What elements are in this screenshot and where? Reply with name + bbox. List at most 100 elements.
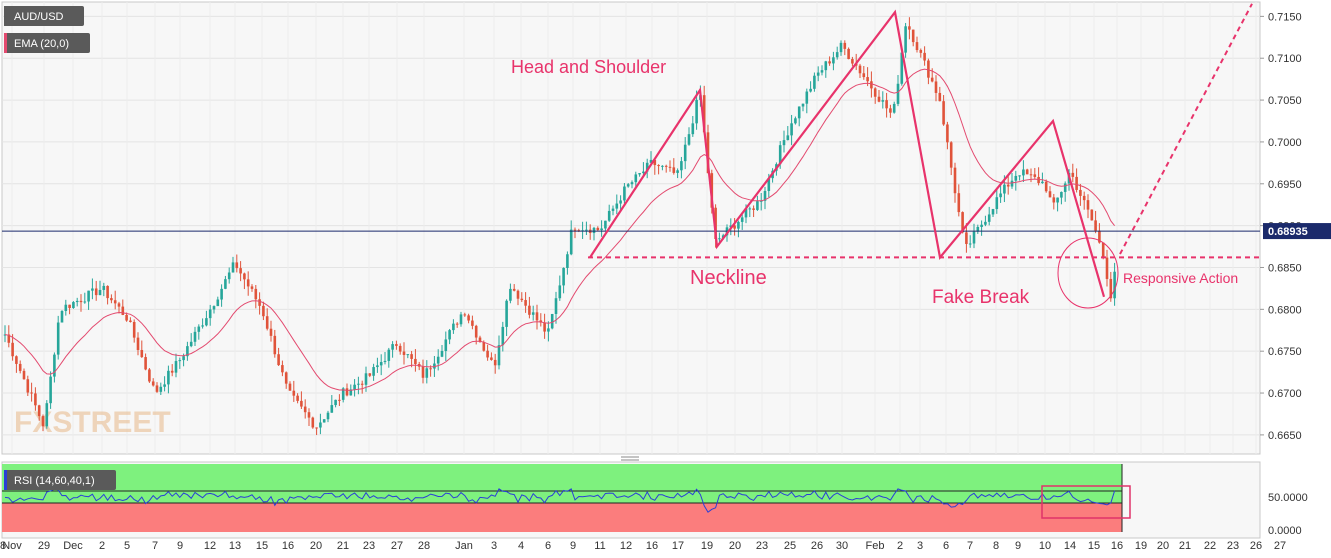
candle-body — [151, 381, 155, 386]
candle-body — [1090, 209, 1094, 221]
candle-body — [482, 342, 486, 351]
candle-body — [406, 354, 410, 356]
candle-body — [881, 100, 885, 102]
candle-body — [136, 337, 140, 350]
candle-body — [972, 231, 976, 244]
x-tick-label: 2 — [99, 540, 105, 552]
candle-body — [558, 285, 562, 299]
candle-body — [478, 337, 482, 343]
candle-body — [877, 96, 881, 102]
x-tick-label: 2 — [897, 540, 903, 552]
candle-body — [653, 159, 657, 166]
candle-body — [1048, 191, 1052, 198]
x-tick-label: 17 — [672, 540, 684, 552]
x-tick-label: 22 — [1204, 540, 1216, 552]
candle-body — [1098, 230, 1101, 243]
candle-body — [284, 372, 288, 384]
price-panel-background — [1, 1, 1261, 455]
x-tick-label: 28 — [0, 540, 6, 552]
candle-body — [786, 135, 790, 141]
candle-body — [915, 42, 919, 51]
candle-body — [543, 322, 546, 332]
y-tick-label: 0.7000 — [1268, 137, 1302, 149]
candle-body — [49, 376, 52, 404]
x-tick-label: Feb — [866, 540, 885, 552]
candle-body — [866, 77, 869, 82]
candle-body — [885, 100, 888, 109]
candle-body — [1029, 174, 1033, 176]
candle-body — [934, 81, 938, 93]
candle-body — [349, 389, 353, 396]
ema-badge-accent — [4, 33, 7, 53]
candle-body — [474, 325, 478, 338]
x-tick-label: 19 — [701, 540, 713, 552]
candle-body — [759, 200, 763, 202]
candle-body — [53, 354, 56, 377]
candle-body — [873, 88, 877, 97]
candle-body — [372, 367, 375, 376]
candle-body — [626, 184, 630, 187]
candle-body — [904, 26, 907, 53]
y-tick-label: 0.6800 — [1268, 304, 1302, 316]
candle-body — [923, 52, 926, 61]
candle-body — [691, 123, 695, 135]
candle-body — [364, 373, 368, 385]
candle-body — [531, 312, 535, 315]
candle-body — [949, 142, 953, 168]
candle-body — [702, 95, 706, 133]
candle-body — [239, 268, 242, 274]
candle-body — [767, 178, 771, 191]
candle-body — [535, 312, 539, 321]
candle-body — [957, 193, 961, 213]
x-tick-label: 4 — [518, 540, 524, 552]
candle-body — [220, 288, 223, 300]
candle-body — [34, 393, 37, 406]
candle-body — [573, 229, 577, 231]
candle-body — [813, 75, 816, 89]
candle-body — [512, 288, 516, 291]
candle-body — [756, 201, 759, 210]
rsi-lower-zone — [2, 503, 1122, 532]
candle-body — [634, 174, 638, 183]
candle-body — [326, 412, 330, 420]
candle-body — [1079, 189, 1082, 196]
x-tick-label: 30 — [836, 540, 848, 552]
candle-body — [714, 207, 717, 239]
candle-body — [75, 300, 79, 303]
label-neckline: Neckline — [690, 267, 767, 289]
candle-body — [763, 190, 767, 201]
candle-body — [752, 208, 755, 210]
x-tick-label: 21 — [1179, 540, 1191, 552]
candle-body — [1113, 271, 1116, 299]
candle-body — [908, 26, 911, 30]
candle-body — [858, 65, 862, 74]
candle-body — [83, 301, 87, 303]
y-tick-label: 0.6700 — [1268, 388, 1302, 400]
candle-body — [843, 42, 847, 49]
candle-body — [193, 331, 197, 342]
candle-body — [452, 323, 455, 331]
candle-body — [235, 262, 239, 269]
candle-body — [870, 81, 873, 89]
x-tick-label: 26 — [1250, 540, 1262, 552]
candle-body — [140, 349, 144, 358]
x-tick-label: 14 — [1064, 540, 1076, 552]
label-fake-break: Fake Break — [932, 287, 1030, 308]
candle-body — [801, 103, 805, 107]
candle-body — [281, 365, 284, 373]
candle-body — [163, 384, 166, 387]
candle-body — [683, 144, 687, 162]
x-tick-label: 12 — [204, 540, 216, 552]
candle-body — [444, 339, 448, 351]
current-price-badge — [1263, 223, 1331, 240]
candle-body — [273, 335, 277, 355]
candle-body — [129, 320, 132, 322]
candle-body — [1101, 242, 1105, 258]
candle-body — [524, 300, 527, 306]
candle-body — [429, 368, 432, 370]
candle-body — [440, 350, 444, 357]
candle-body — [132, 321, 136, 338]
candle-body — [1094, 220, 1097, 231]
rsi-line — [4, 488, 1116, 513]
x-tick-label: 7 — [967, 540, 973, 552]
